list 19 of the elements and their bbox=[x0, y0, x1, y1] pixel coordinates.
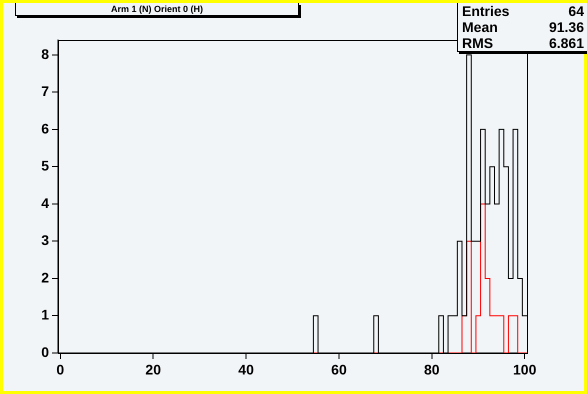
x-tick-label: 40 bbox=[238, 361, 254, 378]
x-tick-label: 0 bbox=[56, 361, 64, 378]
y-tick-label: 6 bbox=[41, 120, 50, 136]
y-tick-label: 7 bbox=[41, 83, 50, 100]
y-tick-label: 3 bbox=[41, 232, 50, 248]
x-tick-label: 100 bbox=[513, 361, 537, 378]
x-tick-label: 20 bbox=[145, 361, 162, 378]
chart-title: Arm 1 (N) Orient 0 (H) bbox=[15, 3, 299, 16]
text: Entries 64 bbox=[462, 3, 584, 19]
y-tick-label: 1 bbox=[41, 306, 50, 323]
x-tick-label: 80 bbox=[424, 361, 440, 378]
y-tick-label: 4 bbox=[41, 194, 50, 211]
y-tick-label: 8 bbox=[41, 46, 50, 62]
text: RMS 6.861 bbox=[462, 35, 584, 51]
text: Mean 91.36 bbox=[462, 19, 584, 35]
y-tick-label: 5 bbox=[41, 158, 50, 174]
y-tick-label: 2 bbox=[41, 269, 50, 286]
x-tick-label: 60 bbox=[331, 361, 347, 378]
y-tick-label: 0 bbox=[41, 344, 50, 360]
